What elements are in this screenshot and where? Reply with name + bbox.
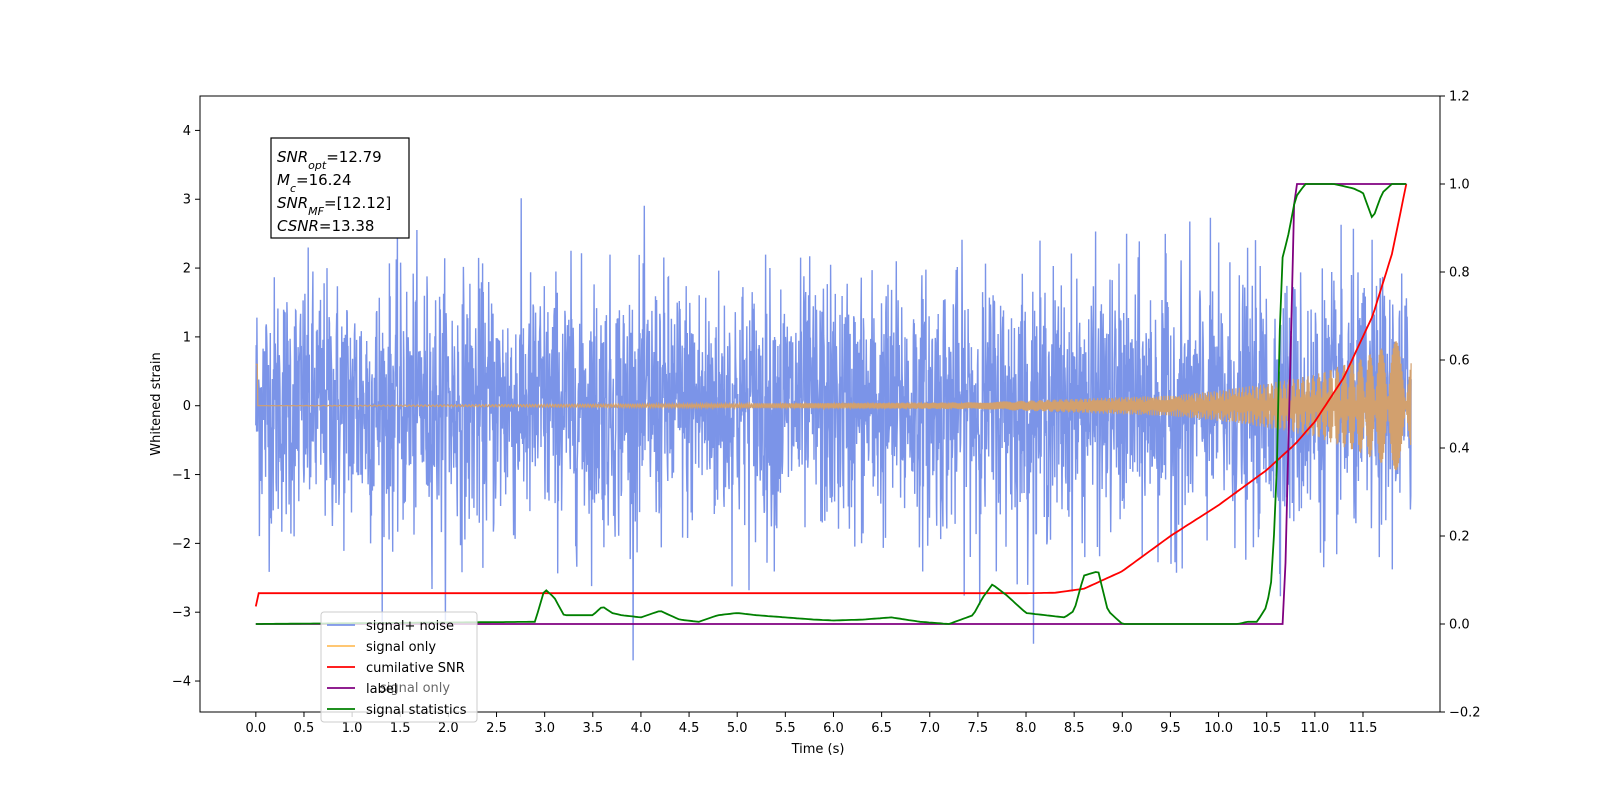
- x-tick-label: 10.0: [1204, 721, 1233, 736]
- y2-tick-label: 0.2: [1449, 530, 1470, 545]
- legend: signal only signal+ noise signal only cumil…: [320, 611, 478, 723]
- y-tick-label: −4: [172, 675, 191, 690]
- x-tick-label: 8.5: [1064, 721, 1085, 736]
- y2-tick-label: 0.4: [1449, 442, 1470, 457]
- y-tick-label: −1: [172, 468, 191, 483]
- x-tick-label: 6.0: [823, 721, 844, 736]
- y-tick-label: 3: [183, 193, 191, 208]
- y2-tick-label: 1.2: [1449, 90, 1470, 105]
- annotation-line: SNRMF=[12.12]: [277, 194, 391, 218]
- x-tick-label: 5.0: [727, 721, 748, 736]
- annotation-value: =[12.12]: [324, 194, 391, 212]
- x-tick-label: 7.0: [919, 721, 940, 736]
- y2-tick-label: 0.6: [1449, 354, 1470, 369]
- x-tick-label: 4.0: [631, 721, 652, 736]
- x-tick-label: 1.5: [390, 721, 411, 736]
- annotation-value: =13.38: [319, 217, 375, 235]
- y-tick-label: −3: [172, 606, 191, 621]
- x-tick-label: 9.5: [1160, 721, 1181, 736]
- annotation-symbol: SNR: [277, 194, 308, 212]
- legend-label: label: [366, 682, 397, 697]
- x-tick-label: 0.5: [294, 721, 315, 736]
- x-tick-label: 3.5: [582, 721, 603, 736]
- annotation-line: CSNR=13.38: [277, 217, 374, 235]
- annotation-box: SNRopt=12.79Mc=16.24SNRMF=[12.12]CSNR=13…: [270, 137, 410, 239]
- x-tick-label: 2.5: [486, 721, 507, 736]
- y-tick-label: 1: [183, 330, 191, 345]
- annotation-frame: [270, 137, 410, 239]
- y2-tick-label: 0.8: [1449, 266, 1470, 281]
- x-tick-label: 9.0: [1112, 721, 1133, 736]
- y2-tick-label: 0.0: [1449, 618, 1470, 633]
- x-axis-ticks: 0.0 0.5 1.0 1.5 2.0 2.5 3.0 3.5 4.0 4.5 5.0 5.5 6.0 6…: [245, 712, 1377, 736]
- series-layer: [254, 183, 1412, 661]
- legend-label: cumilative SNR: [366, 661, 465, 676]
- legend-label: signal+ noise: [366, 619, 454, 634]
- x-tick-label: 8.0: [1016, 721, 1037, 736]
- annotation-symbol: CSNR: [277, 217, 319, 235]
- plot-frame: [199, 95, 1441, 713]
- y-axis-ticks: −4 −3 −2 −1 0 1 2 3 4: [172, 124, 200, 690]
- x-tick-label: 6.5: [871, 721, 892, 736]
- x-tick-label: 4.5: [679, 721, 700, 736]
- x-tick-label: 11.5: [1349, 721, 1378, 736]
- series-signal-only: [255, 341, 1412, 471]
- x-tick-label: 0.0: [245, 721, 266, 736]
- x-tick-label: 2.0: [438, 721, 459, 736]
- x-tick-label: 10.5: [1252, 721, 1281, 736]
- hidden-legend-label: signal only: [380, 681, 450, 696]
- y-tick-label: 0: [183, 399, 191, 414]
- annotation-subscript: MF: [308, 205, 324, 218]
- y2-tick-label: −0.2: [1449, 706, 1481, 721]
- x-tick-label: 5.5: [775, 721, 796, 736]
- annotation-line: SNRopt=12.79: [277, 148, 382, 172]
- y-tick-label: 2: [183, 262, 191, 277]
- legend-frame: [320, 611, 478, 723]
- x-tick-label: 3.0: [534, 721, 555, 736]
- y2-tick-label: 1.0: [1449, 178, 1470, 193]
- y-tick-label: −2: [172, 537, 191, 552]
- y2-axis-ticks: −0.2 0.0 0.2 0.4 0.6 0.8 1.0 1.2: [1440, 90, 1481, 721]
- annotation-value: =16.24: [296, 171, 352, 189]
- annotation-line: Mc=16.24: [277, 171, 352, 195]
- y-tick-label: 4: [183, 124, 191, 139]
- x-tick-label: 7.5: [968, 721, 989, 736]
- series-cumilative-snr: [254, 183, 1408, 607]
- annotation-subscript: opt: [308, 159, 327, 172]
- legend-label: signal only: [366, 640, 436, 655]
- x-tick-label: 1.0: [342, 721, 363, 736]
- annotation-subscript: c: [290, 182, 296, 195]
- annotation-symbol: M: [277, 171, 290, 189]
- x-tick-label: 11.0: [1300, 721, 1329, 736]
- legend-label: signal statistics: [366, 703, 467, 718]
- x-axis-label: Time (s): [791, 742, 845, 757]
- y-axis-label: Whitened strain: [149, 352, 164, 455]
- series-signal-plus-noise: [255, 198, 1412, 661]
- annotation-symbol: SNR: [277, 148, 308, 166]
- annotation-value: =12.79: [326, 148, 382, 166]
